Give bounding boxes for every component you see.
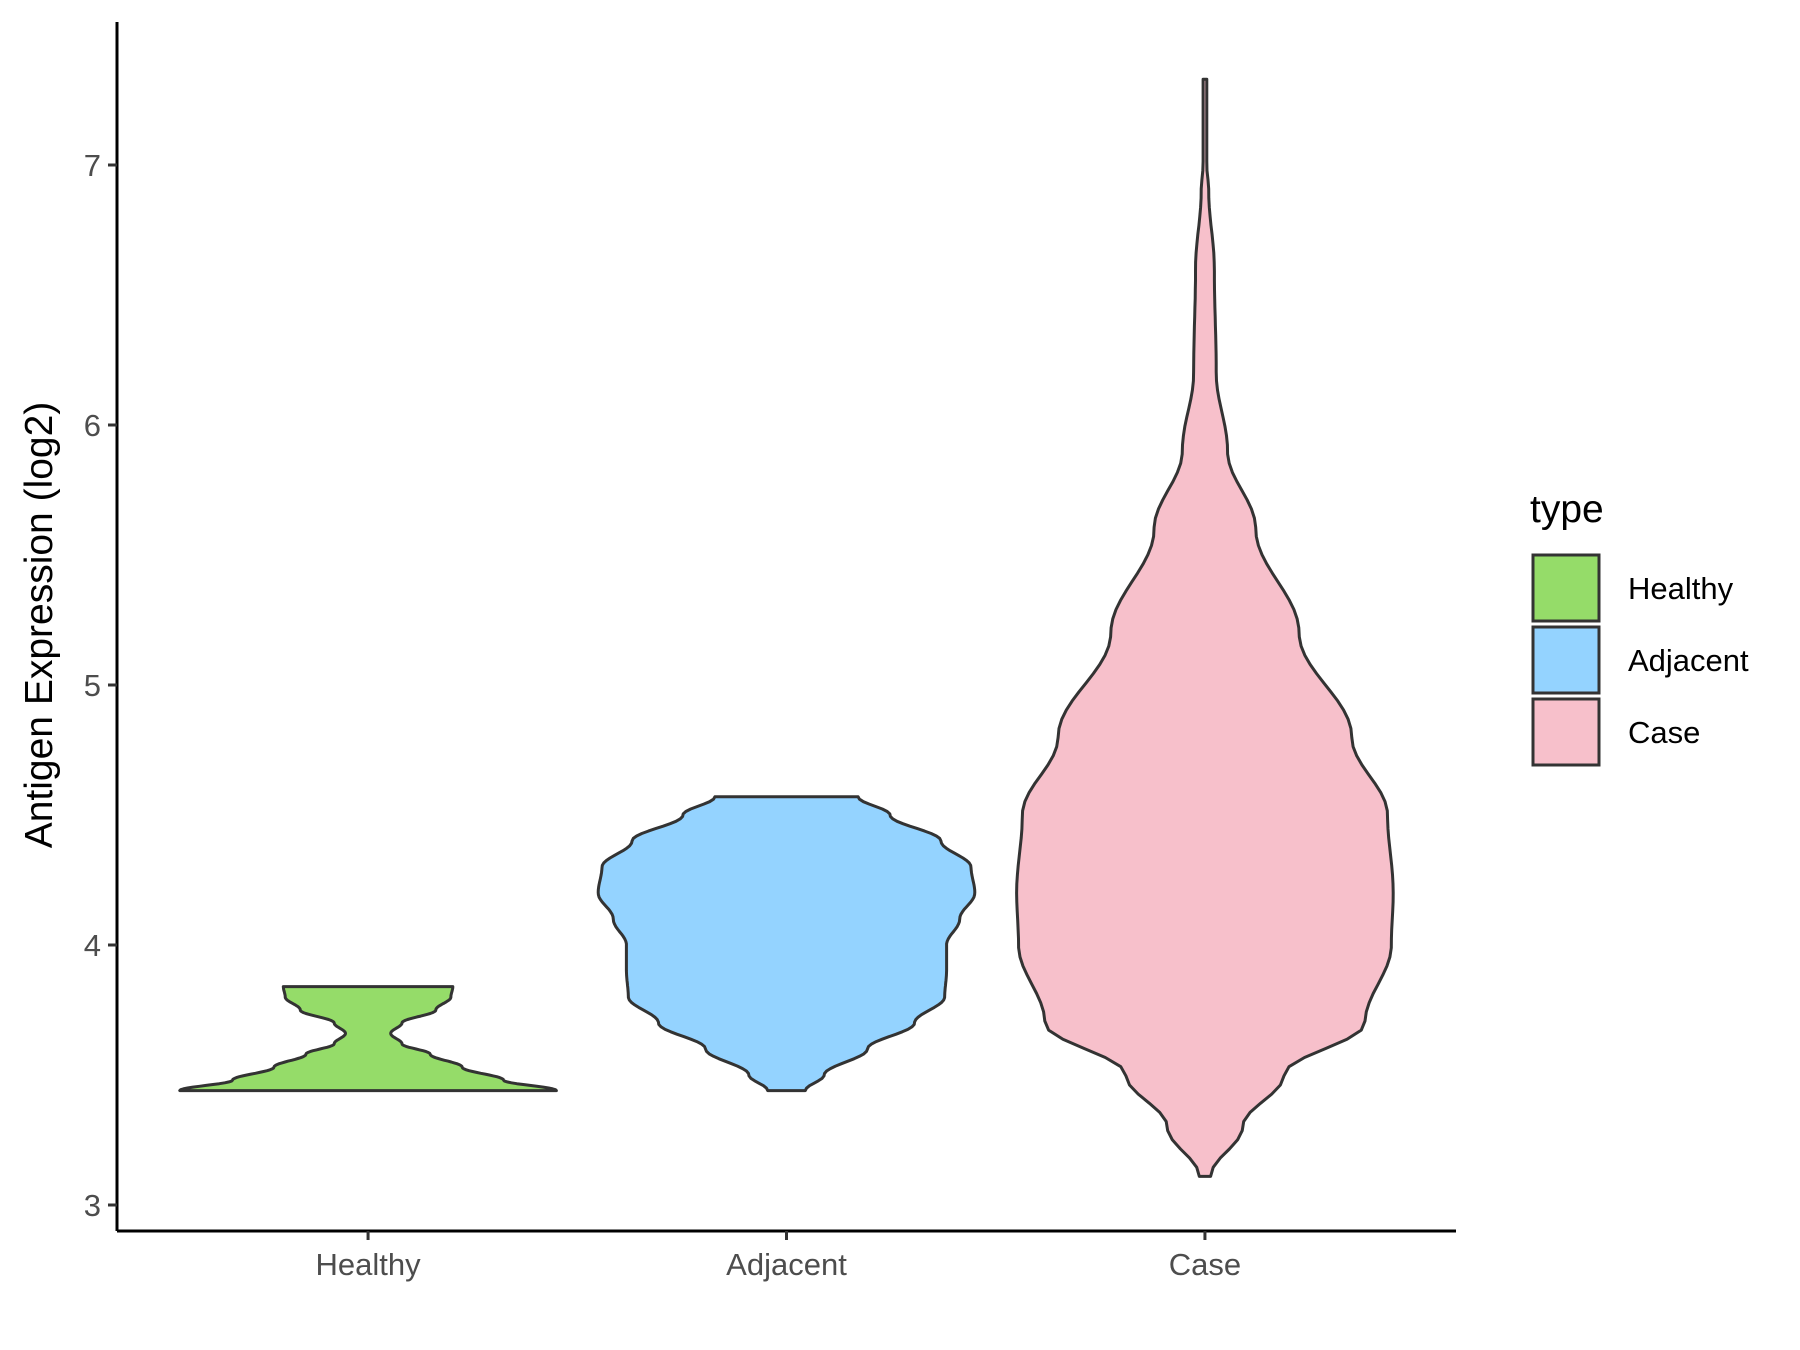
y-tick-label: 7 (84, 148, 101, 183)
y-tick-label: 6 (84, 408, 101, 443)
y-axis-title: Antigen Expression (log2) (18, 402, 61, 849)
legend-title: type (1530, 488, 1604, 531)
plot-area (178, 77, 1395, 1178)
y-tick-label: 4 (84, 928, 101, 963)
violin-healthy (178, 985, 558, 1093)
x-tick-label: Healthy (316, 1247, 422, 1282)
legend-label-healthy: Healthy (1628, 571, 1734, 606)
legend-swatch-case (1531, 697, 1601, 767)
y-tick-label: 3 (84, 1188, 101, 1223)
y-tick-label: 5 (84, 668, 101, 703)
legend: type Healthy Adjacent Case (1530, 488, 1749, 767)
legend-swatch-adjacent (1531, 625, 1601, 695)
violin-case (1015, 77, 1395, 1178)
x-axis: Healthy Adjacent Case (117, 1229, 1456, 1282)
y-axis: 3 4 5 6 7 (84, 22, 119, 1231)
x-tick-label: Adjacent (726, 1247, 847, 1282)
legend-label-case: Case (1628, 715, 1700, 750)
legend-label-adjacent: Adjacent (1628, 643, 1749, 678)
x-tick-label: Case (1169, 1247, 1241, 1282)
violin-adjacent (596, 795, 977, 1093)
legend-swatch-healthy (1531, 553, 1601, 623)
